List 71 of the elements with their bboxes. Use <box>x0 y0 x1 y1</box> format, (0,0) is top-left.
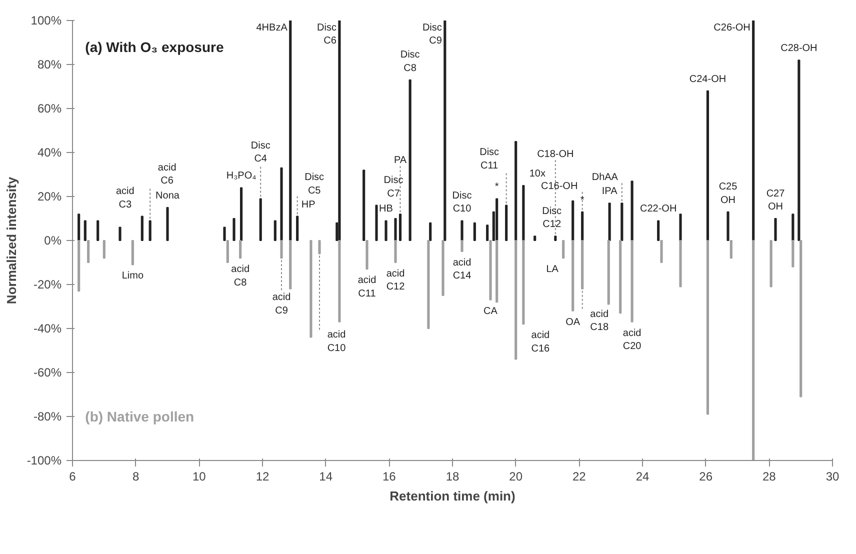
annotation: Disc C11 <box>480 147 500 172</box>
annotation: acid C3 <box>116 186 134 210</box>
annotation: C18-OH <box>537 149 574 160</box>
annotation: OA <box>566 316 580 328</box>
annotation: acid C18 <box>590 308 609 334</box>
annotation: C26-OH <box>714 22 750 34</box>
x-tick-label: 8 <box>132 470 140 484</box>
x-tick-label: 18 <box>446 470 460 484</box>
annotation: 10x <box>529 168 546 180</box>
x-axis-title: Retention time (min) <box>390 488 516 504</box>
annotation: Nona <box>156 190 180 202</box>
x-tick-label: 24 <box>636 470 650 484</box>
annotation: acid C9 <box>272 292 291 316</box>
y-tick-label: 100% <box>30 14 62 28</box>
annotation: Disc C4 <box>250 140 270 165</box>
y-tick-label: -80% <box>33 410 62 424</box>
annotation: acid C11 <box>358 275 376 300</box>
x-tick-label: 16 <box>382 470 396 484</box>
annotation: C27 OH <box>766 188 786 212</box>
annotation: 4HBzA <box>256 22 288 34</box>
annotation: IPA <box>602 186 618 198</box>
annotation: acid C14 <box>452 258 472 282</box>
annotation: acid C12 <box>386 268 406 293</box>
annotation: Disc C6 <box>317 22 337 47</box>
annotation: HB <box>379 204 394 215</box>
x-tick-label: 6 <box>69 470 76 484</box>
text: (b) Native pollen <box>85 408 194 424</box>
annotation: HP <box>301 199 316 210</box>
y-axis-title: Normalized intensity <box>4 176 19 304</box>
annotation: C28-OH <box>780 43 818 54</box>
annotation: C22-OH <box>640 204 677 215</box>
x-tick-label: 12 <box>256 470 270 484</box>
x-tick-label: 30 <box>826 470 840 484</box>
x-tick-label: 20 <box>509 470 523 484</box>
annotation: Disc C9 <box>422 22 442 47</box>
y-tick-label: 40% <box>37 146 62 160</box>
y-tick-label: 0% <box>44 234 62 248</box>
y-tick-label: 20% <box>37 190 62 204</box>
annotation: CA <box>484 306 498 317</box>
x-tick-label: 14 <box>319 470 333 484</box>
y-tick-label: -100% <box>26 454 62 468</box>
annotation: acid C6 <box>158 162 176 187</box>
annotation: acid C10 <box>327 330 346 354</box>
annotation: PA <box>394 155 407 166</box>
annotation: acid C20 <box>622 328 642 352</box>
annotation: C16-OH <box>540 180 578 192</box>
y-tick-label: -60% <box>33 366 62 380</box>
annotation: * <box>580 194 584 206</box>
annotation: Disc C12 <box>542 206 562 230</box>
annotation: Disc C10 <box>452 190 472 215</box>
annotation: C25 OH <box>718 182 738 206</box>
x-tick-label: 28 <box>762 470 776 484</box>
annotation: C24-OH <box>689 74 726 85</box>
annotation: * <box>494 182 499 193</box>
annotation: DhAA <box>592 172 618 184</box>
annotation: LA <box>546 264 559 276</box>
y-tick-label: -20% <box>33 278 62 292</box>
text: (a) With O₃ exposure <box>85 38 224 55</box>
annotation: Disc C5 <box>304 172 324 196</box>
annotation: H₃PO₄ <box>226 170 256 182</box>
y-tick-label: -40% <box>33 322 62 336</box>
y-tick-label: 60% <box>37 102 62 116</box>
x-tick-label: 10 <box>192 470 206 484</box>
annotation: Limo <box>122 270 144 282</box>
annotation: Disc C7 <box>384 175 404 200</box>
annotation: acid C8 <box>231 264 250 288</box>
x-tick-label: 22 <box>572 470 586 484</box>
annotation: acid C16 <box>531 330 550 354</box>
y-tick-label: 80% <box>37 58 62 72</box>
x-tick-label: 26 <box>699 470 713 484</box>
annotation: Disc C8 <box>400 50 420 74</box>
